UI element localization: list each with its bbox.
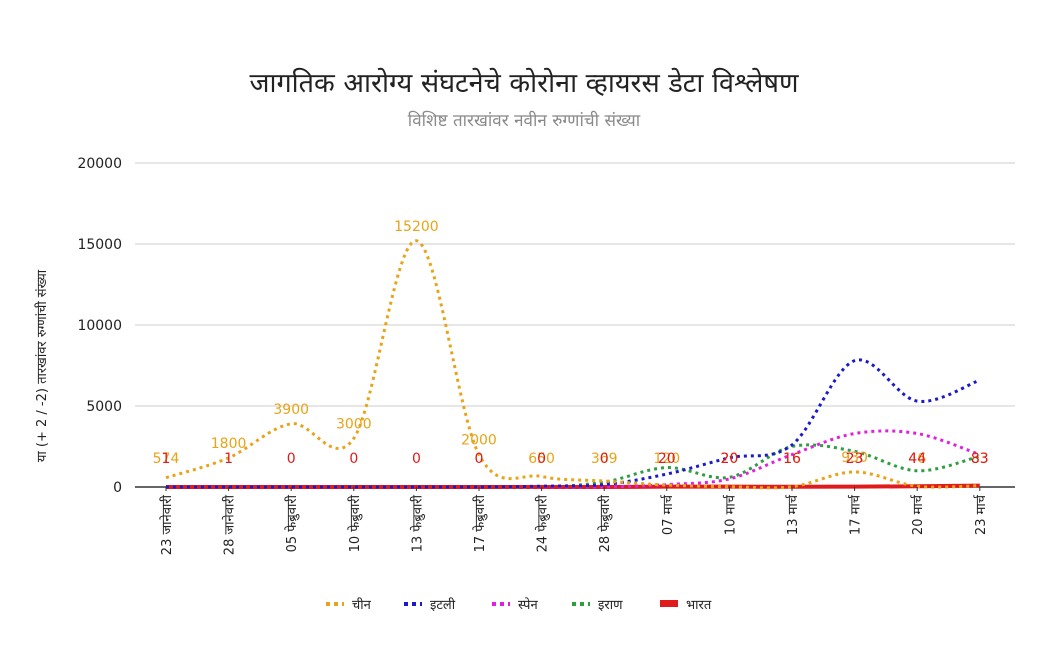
series-line-0 — [165, 239, 980, 490]
data-label-china: 1800 — [211, 436, 247, 452]
data-label-india: 20 — [658, 451, 676, 467]
data-label-india: 83 — [971, 451, 989, 467]
data-label-china: 369 — [591, 451, 618, 467]
data-label-india: 0 — [349, 451, 358, 467]
legend-label-3: इराण — [598, 598, 623, 613]
data-label-india: 1 — [224, 451, 233, 467]
x-tick-label: 24 फेब्रुवारी — [535, 494, 551, 552]
data-label-china: 930 — [841, 450, 868, 466]
data-label-china: 83 — [971, 451, 989, 467]
legend-label-1: इटली — [430, 597, 456, 613]
data-label-india: 0 — [600, 451, 609, 467]
data-label-india: 16 — [783, 451, 801, 467]
data-label-china: 15200 — [394, 219, 439, 235]
x-tick-label: 13 फेब्रुवारी — [409, 494, 425, 552]
legend-label-0: चीन — [352, 597, 372, 613]
y-tick-label: 10000 — [77, 318, 122, 334]
data-label-china: 46 — [908, 451, 926, 467]
y-tick-label: 15000 — [77, 237, 122, 253]
x-tick-label: 23 मार्च — [973, 494, 989, 535]
y-tick-label: 0 — [113, 480, 122, 496]
y-tick-label: 5000 — [86, 399, 122, 415]
data-label-china: 2000 — [461, 433, 497, 449]
y-axis-label: या (+ 2 / -2) तारखांवर रुग्णांची संख्या — [34, 269, 50, 462]
data-label-india: 20 — [720, 451, 738, 467]
x-tick-label: 07 मार्च — [660, 494, 676, 535]
x-tick-label: 23 जानेवारी — [159, 494, 175, 555]
x-tick-label: 05 फेब्रुवारी — [284, 494, 300, 552]
x-ticks: 23 जानेवारी 28 जानेवारी 05 फेब्रुवारी 10 फे… — [159, 487, 989, 555]
x-tick-label: 10 मार्च — [722, 494, 738, 535]
y-ticks: 0 5000 10000 15000 20000 — [77, 156, 122, 496]
chart-subtitle: विशिष्ट तारखांवर नवीन रुग्णांची संख्या — [408, 110, 641, 131]
grid — [135, 162, 1015, 488]
data-label-india: 44 — [908, 451, 926, 467]
legend-swatch-4 — [660, 600, 678, 607]
y-tick-label: 20000 — [77, 156, 122, 172]
legend-label-2: स्पेन — [518, 597, 538, 613]
legend: चीन इटली स्पेन इराण भारत — [326, 597, 712, 613]
data-label-china: 650 — [528, 451, 555, 467]
data-label-india: 0 — [287, 451, 296, 467]
series-lines — [165, 239, 981, 490]
data-label-china: 3900 — [273, 402, 309, 418]
data-label-india: 0 — [475, 451, 484, 467]
data-label-india: 23 — [846, 451, 864, 467]
data-label-india: 0 — [537, 451, 546, 467]
x-tick-label: 10 फेब्रुवारी — [347, 494, 363, 552]
data-label-china: 3000 — [336, 416, 372, 432]
x-tick-label: 20 मार्च — [910, 494, 926, 535]
x-tick-label: 17 फेब्रुवारी — [472, 494, 488, 552]
legend-label-4: भारत — [686, 598, 712, 613]
data-label-china: 120 — [653, 451, 680, 467]
data-label-china: 20 — [720, 451, 738, 467]
x-tick-label: 28 फेब्रुवारी — [597, 494, 613, 552]
data-label-india: 1 — [162, 451, 171, 467]
data-label-china: 574 — [153, 451, 180, 467]
chart-title: जागतिक आरोग्य संघटनेचे कोरोना व्हायरस डे… — [249, 67, 799, 99]
x-tick-label: 13 मार्च — [785, 494, 801, 535]
x-tick-label: 17 मार्च — [848, 494, 864, 535]
series-line-1 — [165, 358, 981, 489]
data-label-china: 16 — [783, 451, 801, 467]
x-tick-label: 28 जानेवारी — [222, 494, 238, 555]
data-label-india: 0 — [412, 451, 421, 467]
